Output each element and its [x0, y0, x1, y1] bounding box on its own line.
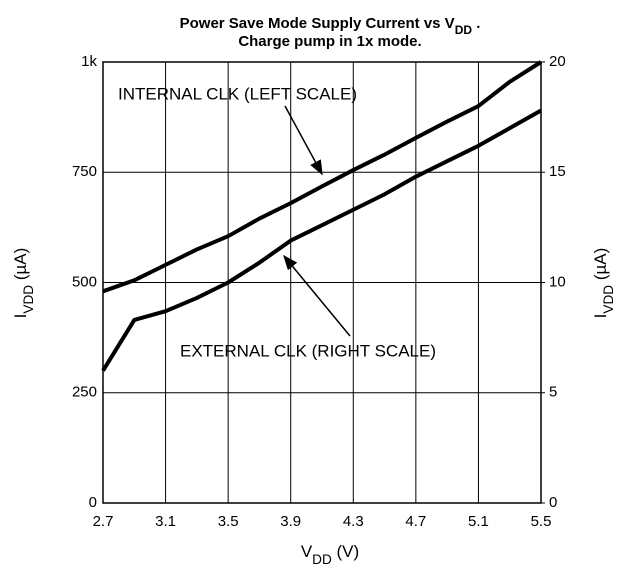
label-part: Power Save Mode Supply Current vs V [180, 15, 455, 32]
subscript: DD [312, 552, 332, 567]
x-tick-label: 3.5 [218, 513, 239, 530]
plot-frame [102, 61, 542, 504]
label-part: (V) [332, 542, 359, 561]
subscript: VDD [601, 285, 616, 314]
chart-subtitle: Charge pump in 1x mode. [238, 33, 421, 50]
annotation: EXTERNAL CLK (RIGHT SCALE) [180, 341, 436, 360]
annotation: INTERNAL CLK (LEFT SCALE) [118, 84, 357, 103]
y2-axis-label: IVDD (µA) [591, 248, 616, 319]
label-part: I [591, 314, 610, 319]
y-tick-label: 0 [89, 494, 97, 511]
x-tick-label: 5.1 [468, 513, 489, 530]
label-part: . [472, 15, 480, 32]
y2-tick-label: 20 [549, 53, 566, 70]
subscript: DD [455, 23, 473, 37]
label-part: V [301, 542, 313, 561]
x-tick-label: 3.9 [280, 513, 301, 530]
x-tick-label: 5.5 [531, 513, 552, 530]
y2-tick-label: 0 [549, 494, 557, 511]
x-axis-label: VDD (V) [301, 542, 359, 567]
y-tick-label: 250 [72, 384, 97, 401]
annotation-arrow [283, 254, 351, 337]
chart-title: Power Save Mode Supply Current vs VDD . [180, 15, 481, 37]
y-axis-label: IVDD (µA) [11, 248, 36, 319]
y-tick-label: 500 [72, 273, 97, 290]
label-part: I [11, 314, 30, 319]
x-tick-label: 4.7 [405, 513, 426, 530]
y2-tick-label: 5 [549, 384, 557, 401]
y-tick-label: 1k [81, 53, 97, 70]
label-part: (µA) [591, 248, 610, 285]
y2-tick-label: 10 [549, 273, 566, 290]
x-tick-label: 3.1 [155, 513, 176, 530]
label-part: (µA) [11, 248, 30, 285]
x-tick-label: 4.3 [343, 513, 364, 530]
x-tick-label: 2.7 [93, 513, 114, 530]
data-line [101, 108, 542, 372]
y-tick-label: 750 [72, 163, 97, 180]
data-line [102, 60, 543, 294]
y2-tick-label: 15 [549, 163, 566, 180]
subscript: VDD [21, 285, 36, 314]
